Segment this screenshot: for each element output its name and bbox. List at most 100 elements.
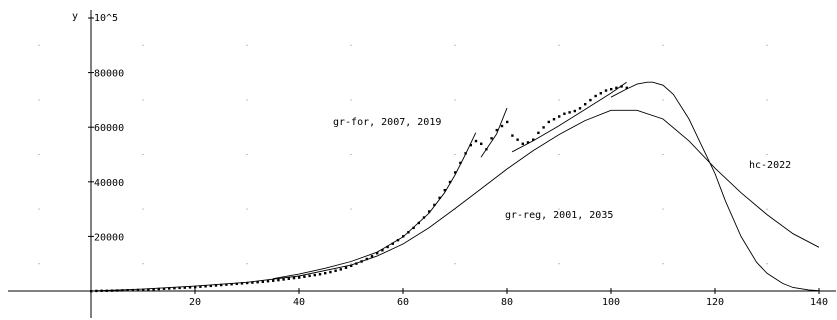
y-axis-label: y <box>72 11 78 22</box>
y-tick-label: 20000 <box>94 232 124 243</box>
data-point <box>578 107 582 110</box>
grid-dot <box>142 99 144 101</box>
data-point <box>105 289 108 292</box>
data-point <box>100 289 103 292</box>
data-point <box>142 288 145 292</box>
data-point <box>350 264 353 268</box>
data-point <box>261 280 264 283</box>
data-point <box>526 141 530 144</box>
curve-line-4 <box>90 109 820 292</box>
data-point <box>563 112 566 115</box>
data-point <box>90 290 93 293</box>
data-point <box>355 262 358 265</box>
data-point <box>199 285 202 288</box>
curve-line-3 <box>511 81 627 153</box>
data-point <box>485 148 488 151</box>
data-point <box>428 210 431 213</box>
x-tick-label: 120 <box>706 297 724 308</box>
grid-dot <box>766 208 768 210</box>
data-point <box>506 120 509 124</box>
data-point <box>251 281 254 284</box>
grid-dot <box>142 44 144 46</box>
data-point <box>573 109 576 113</box>
data-point <box>469 143 472 147</box>
data-point <box>547 120 550 124</box>
data-point <box>131 288 134 292</box>
data-point <box>256 280 259 284</box>
y-tick-label: 80000 <box>94 69 124 80</box>
data-point <box>173 286 176 290</box>
data-point <box>183 286 186 289</box>
data-point <box>116 289 119 292</box>
data-point <box>240 282 244 285</box>
data-point <box>615 86 618 90</box>
data-point <box>95 289 98 293</box>
data-point <box>272 279 275 282</box>
data-point <box>298 276 301 279</box>
data-point <box>360 260 363 263</box>
data-point <box>188 286 192 289</box>
data-point <box>532 138 535 141</box>
data-point <box>537 131 540 135</box>
curve-line-5 <box>610 81 820 292</box>
grid-dot <box>350 208 352 210</box>
grid-dot <box>454 99 456 101</box>
data-point <box>266 280 270 283</box>
grid-dot <box>38 208 40 210</box>
data-point <box>324 271 327 275</box>
grid-dot <box>766 263 768 265</box>
data-point <box>230 283 233 286</box>
grid-dot <box>38 263 40 265</box>
data-point <box>334 269 337 272</box>
data-point <box>454 171 457 174</box>
data-point <box>422 216 426 219</box>
y-tick-labels: 20000 40000 60000 80000 <box>88 17 124 243</box>
data-point <box>620 85 623 88</box>
data-point <box>604 89 608 92</box>
data-point <box>162 287 166 290</box>
grid-dot <box>558 44 560 46</box>
grid-dot <box>454 44 456 46</box>
data-point <box>396 238 400 242</box>
grid-dot <box>662 208 664 210</box>
data-point <box>412 226 415 230</box>
data-point <box>594 94 597 98</box>
data-point <box>500 124 504 128</box>
data-point <box>568 111 571 114</box>
grid-dot <box>558 208 560 210</box>
grid-dot <box>350 44 352 46</box>
y-tick-label: 60000 <box>94 123 124 134</box>
data-point <box>407 231 410 234</box>
data-point <box>516 138 519 141</box>
grid-dot <box>662 44 664 46</box>
data-point <box>438 196 441 200</box>
grid-dot <box>142 263 144 265</box>
annotation-hc-2022: hc-2022 <box>749 160 791 171</box>
data-point <box>511 134 514 137</box>
data-point <box>126 289 129 292</box>
data-point <box>552 118 556 121</box>
grid-dot <box>454 154 456 155</box>
data-point <box>303 275 306 278</box>
data-point <box>495 128 498 132</box>
grid-dot <box>38 154 40 155</box>
annotation-gr-for: gr-for, 2007, 2019 <box>333 117 441 128</box>
data-point <box>313 273 316 277</box>
data-point <box>292 276 296 280</box>
data-point <box>344 266 348 269</box>
data-point <box>474 139 478 143</box>
grid-dot <box>766 44 768 46</box>
data-point <box>433 203 436 207</box>
grid-dot <box>558 99 560 101</box>
data-point <box>110 289 114 292</box>
data-point <box>625 86 628 90</box>
grid-dot <box>38 99 40 101</box>
axes <box>8 10 836 318</box>
data-point <box>209 284 212 288</box>
data-point <box>480 142 483 145</box>
data-point <box>589 98 592 102</box>
curve-annotations: gr-for, 2007, 2019 gr-reg, 2001, 2035 hc… <box>333 117 791 221</box>
data-point <box>610 87 613 91</box>
y-tick-label: 40000 <box>94 178 124 189</box>
